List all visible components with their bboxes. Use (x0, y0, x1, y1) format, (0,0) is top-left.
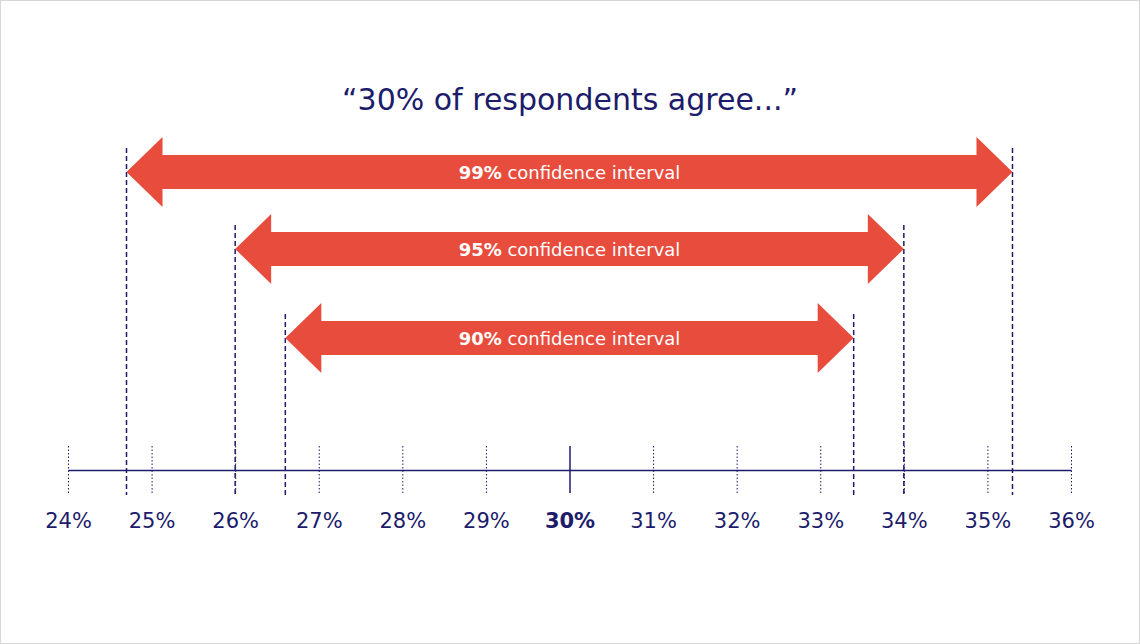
tick-mark (152, 446, 153, 493)
tick-label: 36% (1048, 509, 1095, 533)
interval-arrow (127, 137, 1013, 207)
tick-label: 30% (545, 509, 595, 533)
interval-bound-line (126, 148, 128, 495)
tick-mark (569, 446, 571, 493)
interval-bound-line (903, 225, 905, 495)
tick: 36% (1048, 446, 1095, 533)
tick-label: 32% (714, 509, 761, 533)
x-axis: 24% 25% 26% 27% 28% 29% 30% 31% 32% 33% 34% 35% 36% (45, 446, 1095, 533)
interval-bound-line (234, 225, 236, 495)
tick-mark (68, 446, 69, 493)
tick: 30% (545, 446, 595, 533)
tick-mark (486, 446, 487, 493)
tick-label: 31% (630, 509, 677, 533)
interval-label: 90% confidence interval (459, 328, 681, 349)
interval-bound-line (1012, 148, 1014, 495)
tick-mark (402, 446, 403, 493)
frame (1, 1, 1140, 644)
tick: 25% (129, 446, 176, 533)
tick: 28% (379, 446, 426, 533)
interval-label: 95% confidence interval (459, 239, 681, 260)
interval-arrow (235, 214, 904, 284)
tick: 33% (797, 446, 844, 533)
tick: 35% (965, 446, 1012, 533)
tick-label: 26% (212, 509, 259, 533)
tick-mark (653, 446, 654, 493)
tick: 32% (714, 446, 761, 533)
tick-mark (987, 446, 988, 493)
tick-label: 24% (45, 509, 92, 533)
tick: 24% (45, 446, 92, 533)
tick-label: 34% (881, 509, 928, 533)
interval-bound-line (853, 314, 855, 495)
tick-label: 35% (965, 509, 1012, 533)
interval-labels: 99% confidence interval 95% confidence in… (459, 162, 681, 349)
interval-bound-line (285, 314, 287, 495)
tick-label: 29% (463, 509, 510, 533)
intervals (127, 137, 1013, 495)
tick-label: 27% (296, 509, 343, 533)
tick-mark (820, 446, 821, 493)
tick: 27% (296, 446, 343, 533)
chart: “30% of respondents agree...” 24% 25% 26% 27… (0, 0, 1140, 644)
tick-label: 25% (129, 509, 176, 533)
interval-label: 99% confidence interval (459, 162, 681, 183)
tick-label: 33% (797, 509, 844, 533)
interval-arrow (285, 303, 853, 373)
tick: 29% (463, 446, 510, 533)
tick-mark (737, 446, 738, 493)
title: “30% of respondents agree...” (342, 82, 798, 117)
tick: 31% (630, 446, 677, 533)
tick-label: 28% (379, 509, 426, 533)
tick-mark (319, 446, 320, 493)
tick-mark (1071, 446, 1072, 493)
